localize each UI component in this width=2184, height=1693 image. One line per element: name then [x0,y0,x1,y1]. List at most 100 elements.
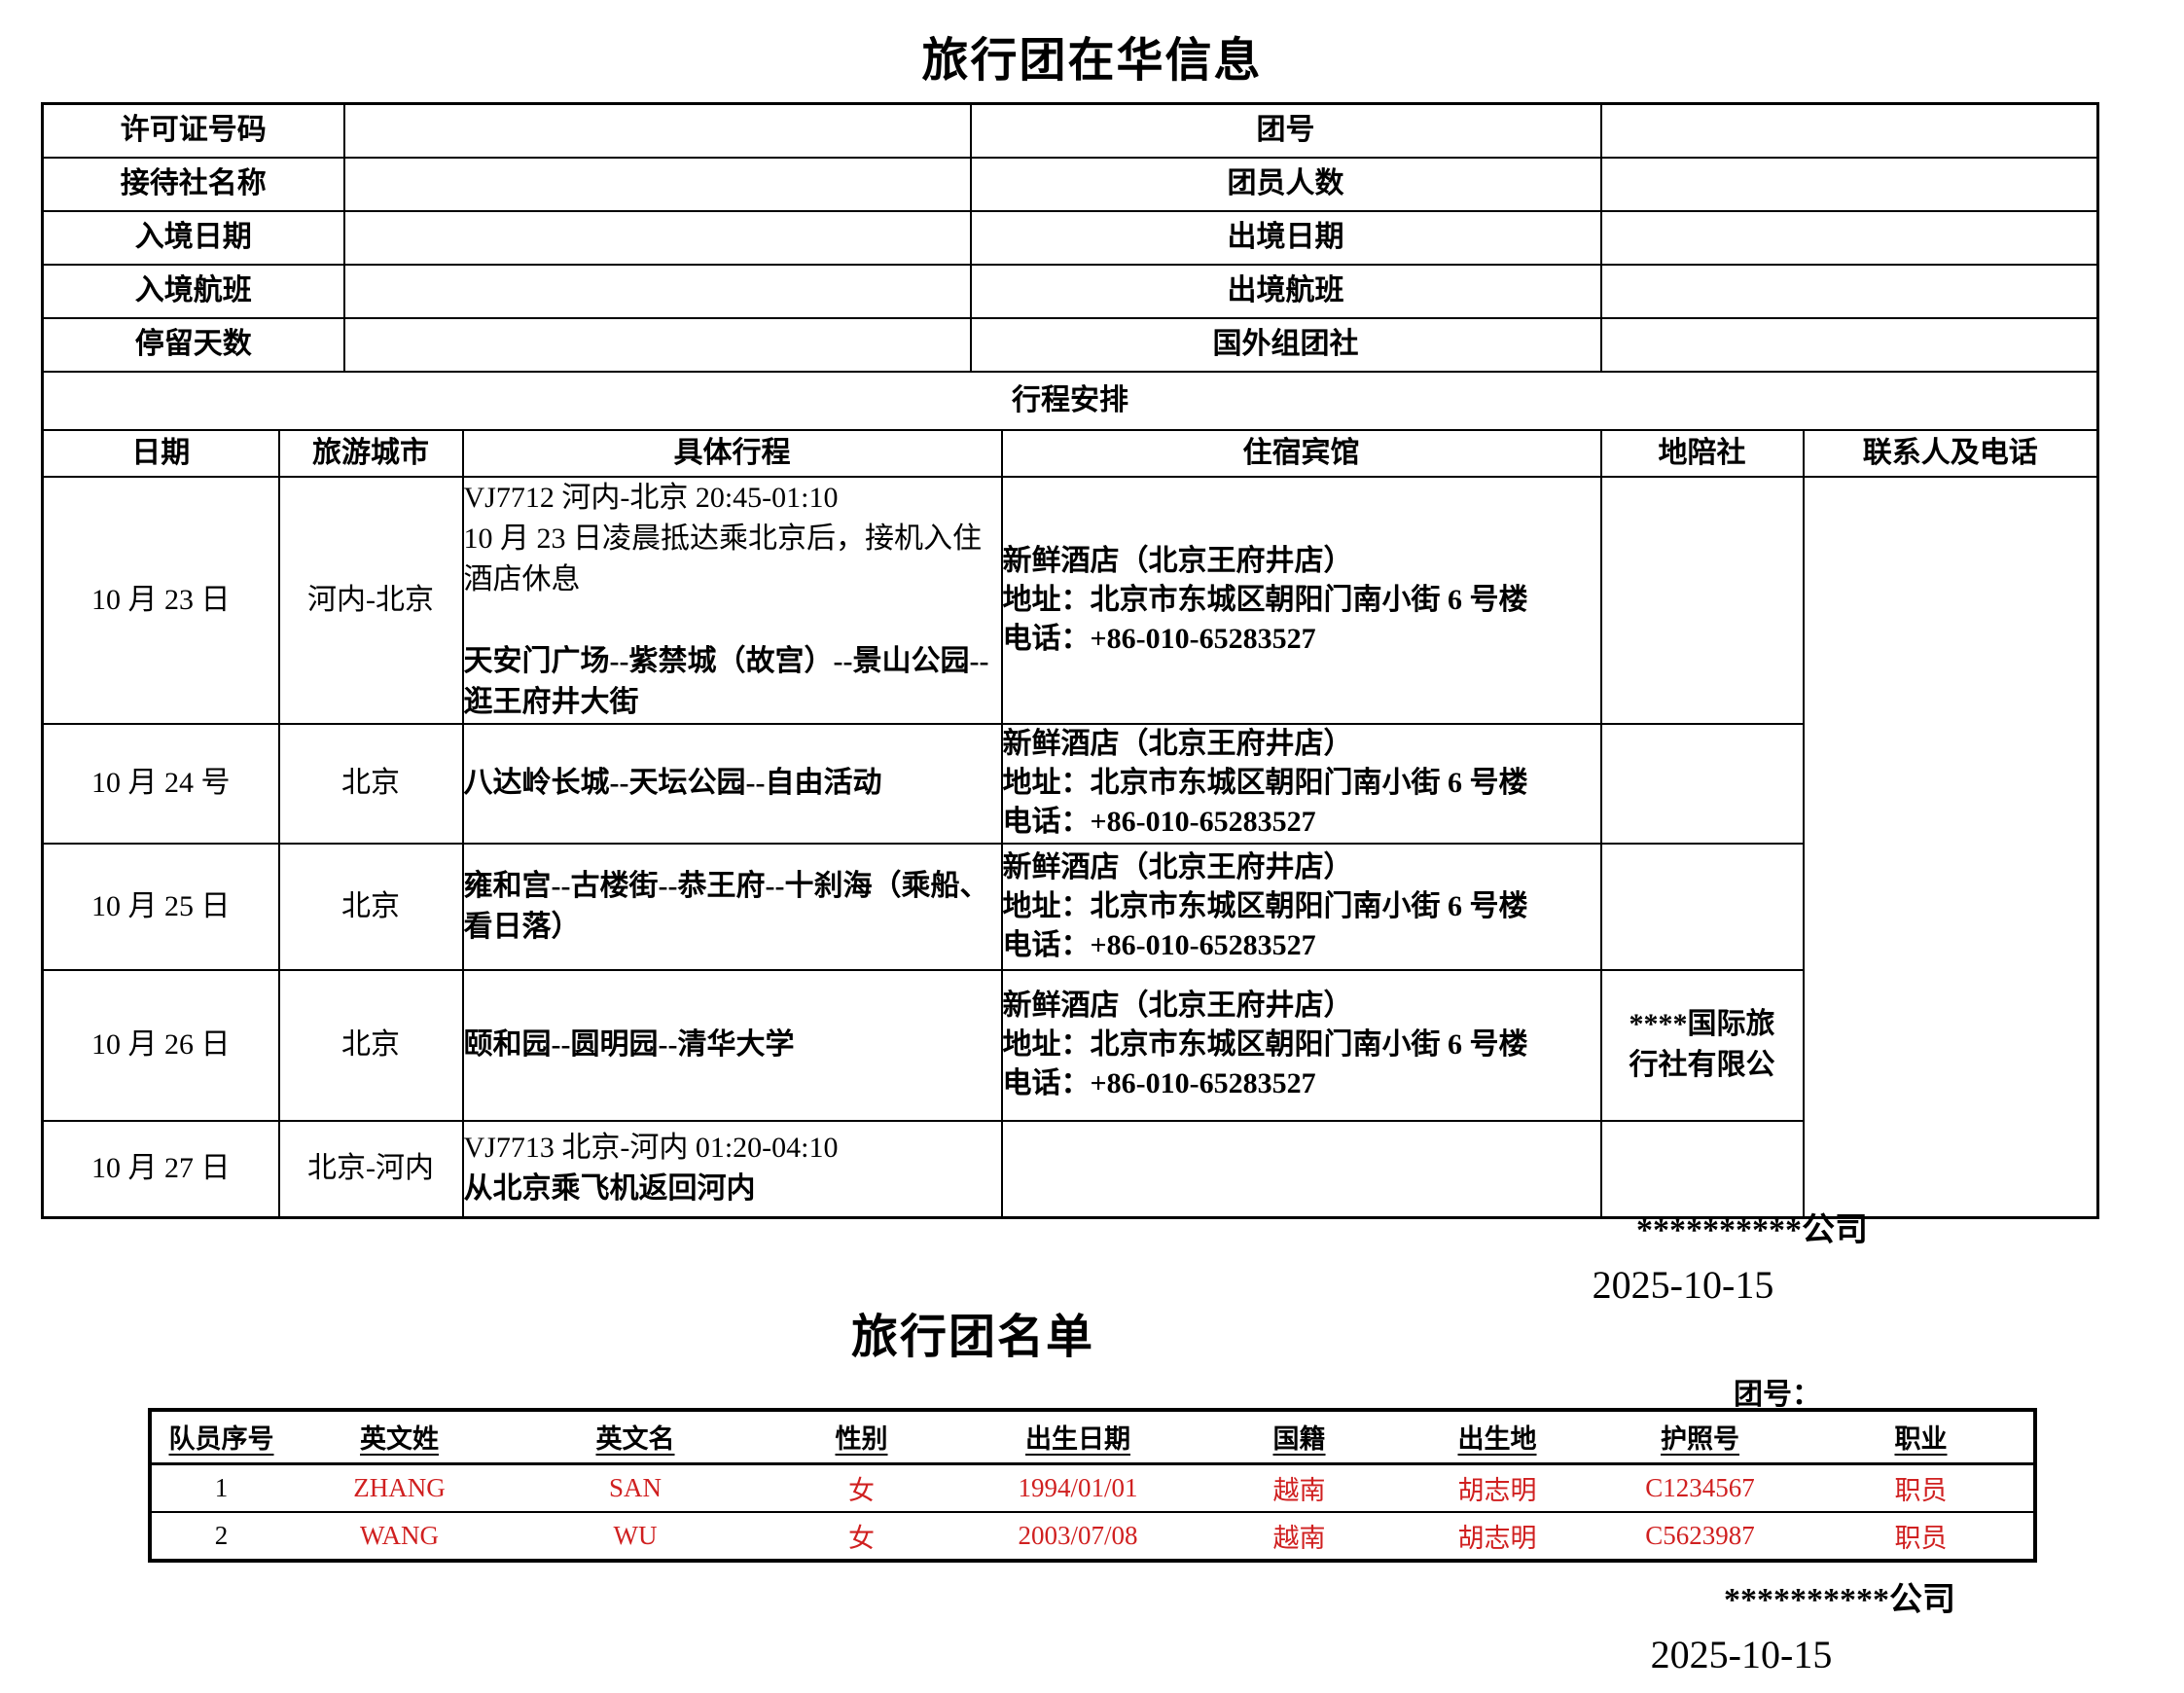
itinerary-header-row: 日期 旅游城市 具体行程 住宿宾馆 地陪社 联系人及电话 [41,428,2099,478]
value-entry-flight [342,263,972,319]
itinerary-guide: ****国际旅 行社有限公 [1599,968,1805,1122]
itinerary-flight-text: VJ7712 河内-北京 20:45-01:10 10 月 23 日凌晨抵达乘北… [463,481,983,595]
roster-header-gender: 性别 [835,1424,888,1455]
roster-signature-block: **********公司 2025-10-15 [1527,1572,1955,1677]
itinerary-hotel: 新鲜酒店（北京王府井店） 地址：北京市东城区朝阳门南小街 6 号楼 电话：+86… [1000,842,1602,971]
info-signature-company: **********公司 [1636,1212,1868,1248]
itinerary-city: 河内-北京 [277,475,464,725]
itinerary-contact [1802,475,2099,1219]
member-birth-date: 1994/01/01 [1018,1472,1138,1502]
itinerary-route-text: 颐和园--圆明园--清华大学 [463,1028,795,1061]
header-local-guide: 地陪社 [1599,428,1805,478]
itinerary-hotel: 新鲜酒店（北京王府井店） 地址：北京市东城区朝阳门南小街 6 号楼 电话：+86… [1000,475,1602,725]
member-given-name: WU [613,1521,658,1550]
label-exit-date: 出境日期 [969,209,1602,266]
header-city: 旅游城市 [277,428,464,478]
itinerary-plan-cell: VJ7713 北京-河内 01:20-04:10 从北京乘飞机返回河内 [461,1119,1003,1219]
itinerary-flight-text: VJ7713 北京-河内 01:20-04:10 [463,1132,839,1165]
itinerary-route-text: 雍和宫--古楼街--恭王府--十刹海（乘船、看日落） [463,869,989,943]
member-birthplace: 胡志明 [1457,1524,1537,1553]
itinerary-route-text: 天安门广场--紫禁城（故宫）--景山公园--逛王府井大街 [463,644,989,718]
itinerary-row: 10 月 26 日 北京 颐和园--圆明园--清华大学 新鲜酒店（北京王府井店）… [41,968,2098,1122]
label-stay-days: 停留天数 [41,316,345,373]
member-birthplace: 胡志明 [1457,1475,1537,1505]
info-row: 停留天数 国外组团社 [41,316,2099,373]
itinerary-plan-cell: VJ7712 河内-北京 20:45-01:10 10 月 23 日凌晨抵达乘北… [461,475,1003,725]
value-overseas-agency [1599,316,2099,373]
info-row: 入境日期 出境日期 [41,209,2099,266]
header-hotel: 住宿宾馆 [1000,428,1602,478]
itinerary-city: 北京 [277,842,464,971]
itinerary-date: 10 月 25 日 [41,842,280,971]
itinerary-section-row: 行程安排 [41,370,2099,431]
itinerary-plan-cell: 颐和园--圆明园--清华大学 [461,968,1003,1122]
itinerary-row: 10 月 23 日 河内-北京 VJ7712 河内-北京 20:45-01:10… [41,475,2099,1219]
roster-header-seq: 队员序号 [168,1424,274,1455]
value-permit-number [342,102,972,159]
roster-header-surname: 英文姓 [360,1424,439,1455]
roster-row: 1 ZHANG SAN 女 1994/01/01 越南 胡志明 C1234567… [150,1463,2035,1512]
itinerary-route-text: 八达岭长城--天坛公园--自由活动 [463,767,882,799]
member-passport: C5623987 [1645,1521,1755,1550]
itinerary-date: 10 月 26 日 [41,968,280,1122]
group-info-table: 许可证号码 团号 接待社名称 团员人数 入境日期 出境日期 入境航班 出境航班 … [41,102,2099,1219]
itinerary-hotel: 新鲜酒店（北京王府井店） 地址：北京市东城区朝阳门南小街 6 号楼 电话：+86… [1000,968,1602,1122]
member-surname: ZHANG [353,1472,446,1502]
member-seq: 2 [214,1521,229,1550]
itinerary-route-text: 从北京乘飞机返回河内 [463,1172,756,1206]
roster-group-no-label: 团号： [1734,1379,1821,1411]
member-gender: 女 [848,1475,875,1505]
member-roster-table: 队员序号 英文姓 英文名 性别 出生日期 国籍 出生地 护照号 职业 1 ZHA… [148,1408,2037,1563]
value-exit-date [1599,209,2099,266]
header-plan: 具体行程 [461,428,1003,478]
value-entry-date [342,209,972,266]
roster-header-birth-date: 出生日期 [1025,1424,1130,1455]
value-host-agency [342,156,972,212]
member-nationality: 越南 [1272,1524,1326,1553]
itinerary-date: 10 月 23 日 [41,475,280,725]
label-member-count: 团员人数 [969,156,1602,212]
member-birth-date: 2003/07/08 [1018,1521,1138,1550]
info-row: 接待社名称 团员人数 [41,156,2099,212]
roster-header-nationality: 国籍 [1272,1424,1326,1455]
label-exit-flight: 出境航班 [969,263,1602,319]
itinerary-guide [1599,842,1805,971]
member-passport: C1234567 [1645,1472,1755,1502]
itinerary-city: 北京 [277,968,464,1122]
roster-header-birthplace: 出生地 [1457,1424,1537,1455]
itinerary-row: 10 月 24 号 北京 八达岭长城--天坛公园--自由活动 新鲜酒店（北京王府… [41,722,2098,845]
itinerary-date: 10 月 27 日 [41,1119,280,1219]
itinerary-row: 10 月 25 日 北京 雍和宫--古楼街--恭王府--十刹海（乘船、看日落） … [41,842,2098,971]
roster-header-passport: 护照号 [1661,1424,1739,1455]
itinerary-hotel [1000,1119,1602,1219]
member-occupation: 职员 [1894,1475,1948,1505]
member-surname: WANG [360,1521,439,1550]
itinerary-section-title: 行程安排 [41,370,2099,431]
member-seq: 1 [214,1472,229,1502]
member-occupation: 职员 [1894,1524,1948,1553]
label-entry-date: 入境日期 [41,209,345,266]
itinerary-plan-cell: 八达岭长城--天坛公园--自由活动 [461,722,1003,845]
itinerary-hotel: 新鲜酒店（北京王府井店） 地址：北京市东城区朝阳门南小街 6 号楼 电话：+86… [1000,722,1602,845]
itinerary-guide [1599,475,1805,725]
value-member-count [1599,156,2099,212]
roster-header-row: 队员序号 英文姓 英文名 性别 出生日期 国籍 出生地 护照号 职业 [150,1410,2035,1463]
info-signature-date: 2025-10-15 [1592,1263,1774,1307]
itinerary-guide [1599,1119,1805,1219]
label-permit-number: 许可证号码 [41,102,345,159]
itinerary-plan-cell: 雍和宫--古楼街--恭王府--十刹海（乘船、看日落） [461,842,1003,971]
itinerary-city: 北京 [277,722,464,845]
itinerary-guide [1599,722,1805,845]
member-given-name: SAN [608,1472,662,1502]
itinerary-row: 10 月 27 日 北京-河内 VJ7713 北京-河内 01:20-04:10… [41,1119,2098,1219]
label-entry-flight: 入境航班 [41,263,345,319]
roster-header-occupation: 职业 [1894,1424,1948,1455]
info-row: 入境航班 出境航班 [41,263,2099,319]
roster-header-given-name: 英文名 [595,1424,675,1455]
itinerary-city: 北京-河内 [277,1119,464,1219]
info-signature-block: **********公司 2025-10-15 [1498,1203,1868,1308]
header-contact: 联系人及电话 [1802,428,2099,478]
label-host-agency: 接待社名称 [41,156,345,212]
itinerary-date: 10 月 24 号 [41,722,280,845]
